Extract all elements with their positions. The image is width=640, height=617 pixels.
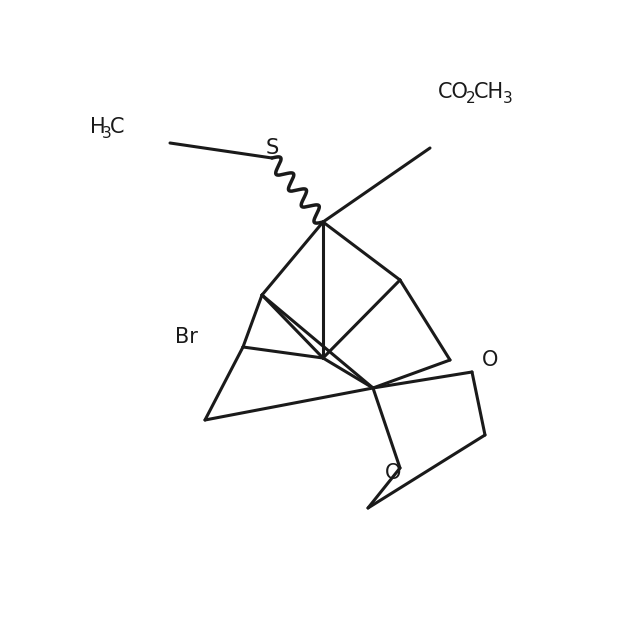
Text: CH: CH (474, 82, 504, 102)
Text: 3: 3 (102, 126, 112, 141)
Text: 3: 3 (503, 91, 513, 106)
Text: H: H (90, 117, 106, 137)
Text: CO: CO (438, 82, 469, 102)
Text: 2: 2 (466, 91, 476, 106)
Text: O: O (385, 463, 401, 483)
Text: S: S (266, 138, 278, 158)
Text: C: C (110, 117, 125, 137)
Text: Br: Br (175, 327, 198, 347)
Text: O: O (482, 350, 498, 370)
